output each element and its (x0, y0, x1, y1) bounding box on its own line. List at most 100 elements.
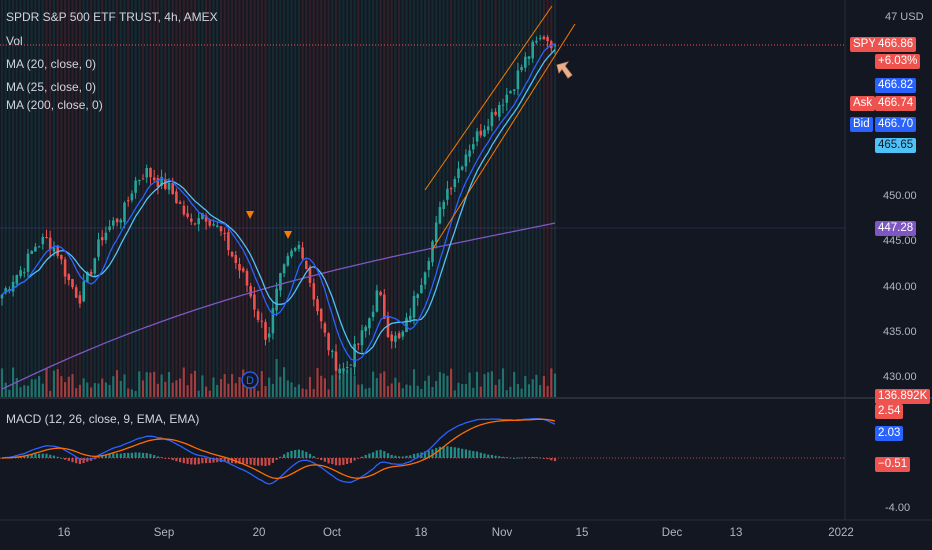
macd-histogram-bar (479, 452, 482, 458)
candle-body (167, 182, 171, 190)
candle-stripe (115, 0, 119, 397)
candle-body (442, 202, 445, 209)
candle-body (512, 89, 516, 91)
macd-histogram-bar (386, 453, 390, 458)
macd-histogram-bar (383, 451, 386, 458)
candle-body (434, 222, 438, 243)
candle-body (516, 70, 520, 90)
macd-histogram-bar (52, 455, 55, 458)
volume-bar (34, 379, 37, 397)
volume-bar (427, 375, 430, 397)
dividend-icon[interactable]: D (241, 371, 259, 389)
volume-bar (464, 383, 467, 397)
volume-bar (394, 377, 397, 397)
volume-bar (64, 382, 67, 397)
candle-body (338, 368, 341, 374)
ma25-legend[interactable]: MA (25, close, 0) (6, 80, 97, 94)
volume-bar (123, 374, 126, 397)
candle-body (212, 224, 215, 226)
macd-legend[interactable]: MACD (12, 26, close, 9, EMA, EMA) (6, 412, 200, 426)
volume-bar (86, 382, 89, 397)
candle-stripe (193, 0, 197, 397)
candle-stripe (90, 0, 93, 397)
volume-bar (179, 378, 182, 397)
macd-histogram-bar (438, 446, 441, 458)
candle-body (360, 330, 364, 346)
macd-histogram-bar (398, 456, 401, 458)
macd-histogram-bar (424, 451, 427, 458)
macd-histogram-bar (67, 458, 70, 461)
candle-body (494, 111, 497, 115)
volume-bar (182, 367, 185, 397)
currency-label[interactable]: 47 USD (885, 11, 924, 23)
macd-histogram-bar (442, 446, 445, 458)
candle-body (123, 202, 126, 223)
candle-body (401, 331, 405, 337)
candle-body (312, 283, 316, 300)
macd-histogram-bar (394, 455, 397, 458)
volume-bar (52, 370, 55, 397)
candle-body (468, 150, 471, 157)
volume-bar (546, 385, 549, 397)
candle-stripe (453, 0, 456, 397)
candle-stripe (427, 0, 430, 397)
volume-bar (290, 382, 293, 397)
candle-background-stripes (0, 0, 557, 397)
volume-bar (104, 382, 107, 397)
volume-bar (219, 379, 223, 397)
ma200-legend[interactable]: MA (200, close, 0) (6, 98, 103, 112)
volume-bar (112, 376, 115, 397)
volume-bar (334, 373, 338, 397)
candle-stripe (231, 0, 234, 397)
candle-body (483, 129, 486, 137)
volume-bar (401, 388, 404, 397)
macd-histogram-bar (38, 453, 41, 458)
macd-histogram-bar (509, 457, 512, 459)
candle-body (279, 273, 282, 291)
candle-body (364, 326, 367, 332)
candle-body (449, 188, 453, 190)
channel-lower-line[interactable] (431, 23, 576, 251)
candle-stripe (171, 0, 174, 397)
channel-upper-line[interactable] (424, 5, 553, 191)
candle-stripe (201, 0, 204, 397)
candle-stripe (275, 0, 278, 397)
macd-histogram-badge: −0.51 (875, 457, 911, 472)
macd-histogram-bar (41, 453, 44, 458)
macd-histogram-bar (390, 454, 393, 458)
symbol-title[interactable]: SPDR S&P 500 ETF TRUST, 4h, AMEX (6, 10, 218, 24)
macd-histogram-bar (197, 458, 200, 465)
volume-legend[interactable]: Vol (6, 34, 23, 48)
volume-bar (527, 384, 531, 397)
candle-stripe (19, 0, 22, 397)
time-tick: Sep (153, 527, 175, 539)
price-tick: 430.00 (883, 371, 917, 383)
candle-body (48, 237, 52, 250)
candle-body (112, 220, 115, 226)
macd-histogram-bar (156, 456, 159, 458)
candle-body (371, 311, 375, 317)
candle-body (323, 323, 327, 333)
macd-histogram-bar (145, 453, 148, 458)
candle-stripe (357, 0, 360, 397)
candle-body (175, 191, 178, 204)
volume-bar (264, 386, 267, 397)
macd-histogram-bar (468, 450, 471, 458)
volume-bar (420, 389, 423, 397)
candle-body (394, 335, 397, 342)
macd-histogram-bar (231, 458, 234, 464)
candle-body (412, 296, 416, 318)
macd-histogram-bar (30, 454, 33, 458)
volume-bar (349, 367, 352, 397)
candle-body (390, 334, 393, 342)
volume-bar (535, 374, 538, 397)
candle-stripe (327, 0, 330, 397)
last-price-badge: 466.86 (875, 37, 917, 52)
volume-bar (461, 384, 464, 397)
candle-stripe (49, 0, 52, 397)
candle-body (182, 205, 186, 215)
candle-stripe (0, 0, 4, 397)
candle-stripe (438, 0, 441, 397)
ma20-legend[interactable]: MA (20, close, 0) (6, 57, 97, 71)
